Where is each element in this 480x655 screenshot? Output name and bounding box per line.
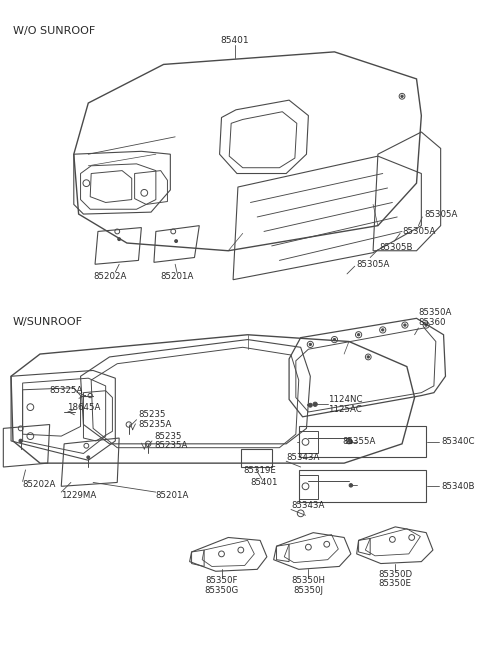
Text: 85319E: 85319E	[244, 466, 276, 476]
Text: 85350J: 85350J	[293, 586, 324, 595]
Text: W/SUNROOF: W/SUNROOF	[13, 317, 83, 328]
Circle shape	[401, 95, 403, 98]
Text: 85202A: 85202A	[23, 480, 56, 489]
Text: 85350A: 85350A	[419, 308, 452, 317]
Text: 85201A: 85201A	[160, 272, 194, 281]
Text: 85235: 85235	[138, 411, 166, 419]
Circle shape	[367, 356, 370, 358]
Text: 85340B: 85340B	[442, 482, 475, 491]
Text: 85340C: 85340C	[442, 438, 475, 447]
Text: 85235A: 85235A	[154, 441, 187, 450]
Text: 85401: 85401	[221, 36, 249, 45]
Circle shape	[118, 238, 120, 240]
Circle shape	[87, 456, 90, 458]
Text: 85305A: 85305A	[402, 227, 435, 236]
Text: 85305A: 85305A	[357, 260, 390, 269]
Circle shape	[309, 343, 312, 346]
Text: 85360: 85360	[419, 318, 446, 327]
Text: 85350G: 85350G	[204, 586, 239, 595]
Circle shape	[425, 324, 427, 326]
Circle shape	[382, 329, 384, 331]
Text: 85350F: 85350F	[205, 576, 238, 586]
Circle shape	[358, 333, 360, 336]
Text: 85350D: 85350D	[378, 570, 412, 578]
Text: 85235: 85235	[154, 432, 181, 441]
Text: 85401: 85401	[250, 478, 278, 487]
Text: W/O SUNROOF: W/O SUNROOF	[13, 26, 95, 35]
Text: 85325A: 85325A	[49, 386, 83, 395]
Circle shape	[19, 440, 23, 443]
Text: 85202A: 85202A	[94, 272, 127, 281]
Circle shape	[349, 440, 353, 443]
Text: 85305A: 85305A	[424, 210, 457, 219]
Text: 1124NC: 1124NC	[328, 395, 362, 404]
Text: 85305B: 85305B	[380, 244, 413, 252]
Circle shape	[348, 440, 350, 442]
Text: 85350E: 85350E	[379, 579, 412, 588]
Text: 85350H: 85350H	[291, 576, 325, 586]
Text: 1229MA: 1229MA	[61, 491, 96, 500]
Text: 85235A: 85235A	[138, 420, 172, 429]
Text: 85355A: 85355A	[342, 438, 375, 447]
Circle shape	[404, 324, 406, 326]
Circle shape	[313, 402, 317, 406]
Text: 85343A: 85343A	[291, 501, 324, 510]
Text: 85201A: 85201A	[156, 491, 189, 500]
Circle shape	[333, 339, 336, 341]
Text: 18645A: 18645A	[67, 403, 100, 411]
Text: 1125AC: 1125AC	[328, 405, 361, 413]
Circle shape	[308, 403, 312, 407]
Text: 85343A: 85343A	[286, 453, 320, 462]
Circle shape	[175, 240, 178, 242]
Circle shape	[349, 483, 353, 487]
